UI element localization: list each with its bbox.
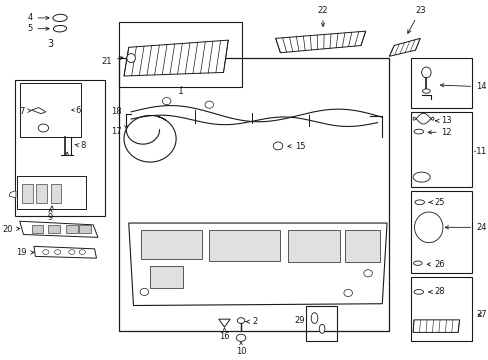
Bar xyxy=(65,225,78,233)
Text: 24: 24 xyxy=(445,223,486,232)
Ellipse shape xyxy=(204,101,213,108)
Polygon shape xyxy=(20,221,98,237)
Ellipse shape xyxy=(126,54,135,63)
Bar xyxy=(20,83,81,137)
Text: 12: 12 xyxy=(427,128,451,137)
Bar xyxy=(48,225,60,233)
Ellipse shape xyxy=(53,26,66,32)
Bar xyxy=(344,230,380,262)
Text: 6: 6 xyxy=(76,105,81,114)
Ellipse shape xyxy=(310,313,317,323)
Polygon shape xyxy=(128,223,386,306)
Text: 7: 7 xyxy=(19,107,31,116)
Text: 16: 16 xyxy=(219,332,229,341)
Text: 13: 13 xyxy=(435,116,451,125)
Text: 11: 11 xyxy=(475,147,487,156)
Bar xyxy=(410,58,471,108)
Text: 28: 28 xyxy=(428,287,444,296)
Ellipse shape xyxy=(413,289,423,294)
Bar xyxy=(119,58,388,330)
Ellipse shape xyxy=(53,14,67,22)
Polygon shape xyxy=(32,108,46,114)
Bar xyxy=(17,176,86,209)
Text: 3: 3 xyxy=(47,39,54,49)
Bar xyxy=(32,225,43,233)
Bar xyxy=(50,184,61,203)
Bar xyxy=(15,80,105,216)
Text: 23: 23 xyxy=(407,6,425,33)
Polygon shape xyxy=(218,319,230,327)
Text: 20: 20 xyxy=(2,225,20,234)
Ellipse shape xyxy=(79,250,85,255)
Text: 9: 9 xyxy=(48,209,53,222)
Bar xyxy=(410,191,471,273)
Polygon shape xyxy=(412,172,429,182)
Text: 5: 5 xyxy=(27,24,49,33)
Ellipse shape xyxy=(273,142,282,150)
Text: 27: 27 xyxy=(475,310,486,319)
Ellipse shape xyxy=(413,129,423,134)
Text: 2: 2 xyxy=(245,317,257,326)
Bar xyxy=(209,230,280,261)
Text: 21: 21 xyxy=(102,57,122,66)
Text: 10: 10 xyxy=(235,347,246,356)
Bar xyxy=(79,225,91,233)
Ellipse shape xyxy=(237,318,244,323)
Bar xyxy=(22,184,33,203)
Polygon shape xyxy=(9,191,16,198)
Ellipse shape xyxy=(363,270,371,277)
Ellipse shape xyxy=(421,67,430,78)
Polygon shape xyxy=(388,39,419,56)
Ellipse shape xyxy=(319,324,325,333)
Text: 14: 14 xyxy=(440,82,486,91)
Ellipse shape xyxy=(422,89,429,93)
Bar xyxy=(287,230,339,262)
Text: 19: 19 xyxy=(16,248,34,257)
Ellipse shape xyxy=(38,124,48,132)
Text: 29: 29 xyxy=(294,316,305,325)
Bar xyxy=(36,184,47,203)
Bar xyxy=(140,230,202,259)
Ellipse shape xyxy=(55,250,61,255)
Ellipse shape xyxy=(69,250,75,255)
Ellipse shape xyxy=(236,334,245,341)
Polygon shape xyxy=(414,212,442,243)
Polygon shape xyxy=(34,246,96,258)
Bar xyxy=(150,266,183,288)
Text: 25: 25 xyxy=(428,198,444,207)
Text: 18: 18 xyxy=(111,107,122,116)
Text: 8: 8 xyxy=(75,141,85,150)
Ellipse shape xyxy=(140,288,148,296)
Ellipse shape xyxy=(414,200,424,204)
Polygon shape xyxy=(412,113,433,124)
Bar xyxy=(119,22,242,87)
Polygon shape xyxy=(275,31,365,53)
Text: 4: 4 xyxy=(27,13,49,22)
Text: 15: 15 xyxy=(287,142,305,151)
Ellipse shape xyxy=(162,98,171,105)
Text: 26: 26 xyxy=(427,260,444,269)
Polygon shape xyxy=(124,40,228,76)
Ellipse shape xyxy=(42,250,49,255)
Text: 17: 17 xyxy=(111,127,122,136)
Bar xyxy=(410,112,471,187)
Ellipse shape xyxy=(343,289,352,297)
Polygon shape xyxy=(412,320,459,332)
Bar xyxy=(306,306,337,341)
Bar xyxy=(410,277,471,341)
Text: 22: 22 xyxy=(317,6,327,26)
Ellipse shape xyxy=(413,261,421,265)
Text: 1: 1 xyxy=(178,87,183,96)
